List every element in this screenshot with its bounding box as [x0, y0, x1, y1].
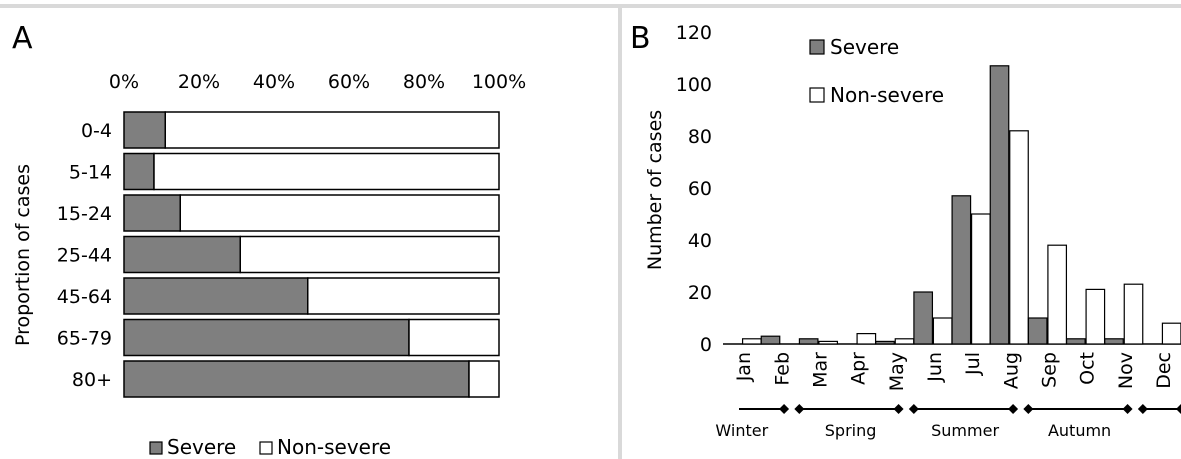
chart-a: Proportion of cases 0% 20% 40% 60% 80% 100% 0…: [12, 71, 526, 459]
chart-a-bar-severe: [123, 152, 155, 191]
chart-b-ytick-label: 60: [688, 178, 712, 200]
chart-b-season-marker: [908, 404, 919, 414]
panel-a-label: A: [12, 21, 33, 56]
chart-a-bar-severe: [123, 235, 241, 274]
chart-b-bar-severe: [989, 65, 1010, 345]
chart-b-ytick-label: 100: [676, 74, 712, 96]
chart-a-legend-swatch-severe: [149, 441, 163, 455]
chart-b-month-label: Feb: [771, 352, 793, 386]
chart-b-legend-swatch-non-severe: [809, 87, 825, 103]
chart-b-season-marker: [1023, 404, 1034, 414]
chart-a-bar-non-severe: [468, 360, 500, 398]
chart-a-bar-non-severe: [408, 318, 500, 357]
chart-b-season-marker: [1122, 404, 1133, 414]
chart-a-bar-severe: [123, 194, 181, 232]
chart-a-bar-severe: [123, 318, 410, 357]
chart-b-ytick-label: 20: [688, 282, 712, 304]
chart-b-ytick-label: 120: [676, 22, 712, 44]
chart-b-month-label: Jan: [733, 352, 755, 382]
chart-b-month-label: Dec: [1153, 352, 1175, 389]
chart-b-bar-severe: [1065, 338, 1086, 345]
chart-a-bar-non-severe: [164, 111, 500, 149]
chart-b-month-label: Apr: [848, 352, 870, 385]
chart-b-month-label: Aug: [1000, 352, 1022, 389]
chart-b-season-label: Winter: [715, 421, 768, 440]
chart-b-bar-severe: [1027, 317, 1048, 345]
chart-b-ytick-label: 80: [688, 126, 712, 148]
chart-b-season-label: Autumn: [1048, 421, 1111, 440]
chart-b-season-marker: [1008, 404, 1019, 414]
chart-a-category-label: 0-4: [81, 120, 112, 142]
chart-b-legend-swatch-severe: [809, 39, 825, 55]
chart-b-bar-non-severe: [894, 338, 915, 345]
chart-a-xtick-label: 0%: [109, 71, 139, 93]
chart-b-bar-non-severe: [1161, 322, 1181, 345]
chart-b-season-label: Summer: [931, 421, 999, 440]
chart-b-month-label: May: [886, 352, 908, 391]
chart-a-bar-non-severe: [179, 194, 500, 232]
chart-b-season-marker: [1176, 404, 1181, 414]
chart-a-xtick-label: 40%: [253, 71, 295, 93]
chart-a-bar-non-severe: [153, 152, 500, 191]
chart-a-legend-label: Severe: [167, 435, 236, 459]
chart-b-bar-severe: [760, 335, 781, 345]
chart-a-category-label: 65-79: [57, 328, 112, 350]
chart-a-category-label: 25-44: [57, 245, 112, 267]
chart-b-month-label: Jul: [962, 352, 984, 376]
chart-b-season-marker: [893, 404, 904, 414]
chart-b-ylabel: Number of cases: [644, 110, 666, 270]
chart-b-season-marker: [1137, 404, 1148, 414]
chart-b-bar-non-severe: [1085, 288, 1106, 345]
chart-b-bar-non-severe: [818, 340, 839, 345]
panel-b-label: B: [630, 21, 651, 56]
chart-a-bar-severe: [123, 360, 470, 398]
chart-b-month-label: Nov: [1115, 352, 1137, 389]
chart-b-bar-non-severe: [856, 333, 877, 345]
chart-a-bar-non-severe: [239, 235, 500, 274]
chart-a-bar-non-severe: [307, 277, 500, 315]
chart-a-category-label: 80+: [72, 369, 112, 391]
chart-a-legend-swatch-non-severe: [259, 441, 273, 455]
chart-b-legend-label: Non-severe: [830, 83, 944, 107]
chart-b-legend-label: Severe: [830, 35, 899, 59]
chart-a-xtick-label: 60%: [328, 71, 370, 93]
chart-a-legend-label: Non-severe: [277, 435, 391, 459]
chart-b-ytick-label: 0: [700, 334, 712, 356]
chart-b-month-label: Mar: [809, 352, 831, 388]
chart-a-xtick-label: 100%: [472, 71, 526, 93]
chart-b-month-label: Jun: [924, 352, 946, 383]
chart-b-month-label: Sep: [1038, 352, 1060, 388]
chart-b-bar-non-severe: [741, 338, 762, 345]
chart-b-bar-non-severe: [1009, 130, 1029, 345]
chart-a-xtick-label: 80%: [403, 71, 445, 93]
chart-b-ytick-label: 40: [688, 230, 712, 252]
chart-b-bar-non-severe: [1123, 283, 1144, 345]
chart-b-bar-severe: [951, 195, 972, 345]
chart-a-category-label: 5-14: [69, 162, 112, 184]
chart-b-season-label: Spring: [825, 421, 877, 440]
chart-a-bar-severe: [123, 277, 309, 315]
chart-b-month-label: Oct: [1077, 352, 1099, 385]
chart-a-bar-severe: [123, 111, 166, 149]
chart-b-bar-non-severe: [1047, 244, 1068, 345]
chart-b-bar-severe: [913, 291, 934, 345]
chart-a-xtick-label: 20%: [178, 71, 220, 93]
chart-b-bar-non-severe: [970, 213, 991, 345]
chart-b-season-marker: [779, 404, 790, 414]
chart-b-season-marker: [794, 404, 805, 414]
chart-b-bar-severe: [798, 338, 819, 345]
chart-a-category-label: 45-64: [57, 286, 112, 308]
chart-a-category-label: 15-24: [57, 203, 112, 225]
chart-b-bar-severe: [875, 340, 895, 345]
chart-b-bar-severe: [1104, 338, 1124, 345]
chart-b-bar-non-severe: [932, 317, 953, 345]
chart-a-ylabel: Proportion of cases: [12, 164, 34, 346]
chart-b: Number of cases 0 20 40 60 80 100 120 Jan Feb Ma…: [644, 22, 1181, 440]
